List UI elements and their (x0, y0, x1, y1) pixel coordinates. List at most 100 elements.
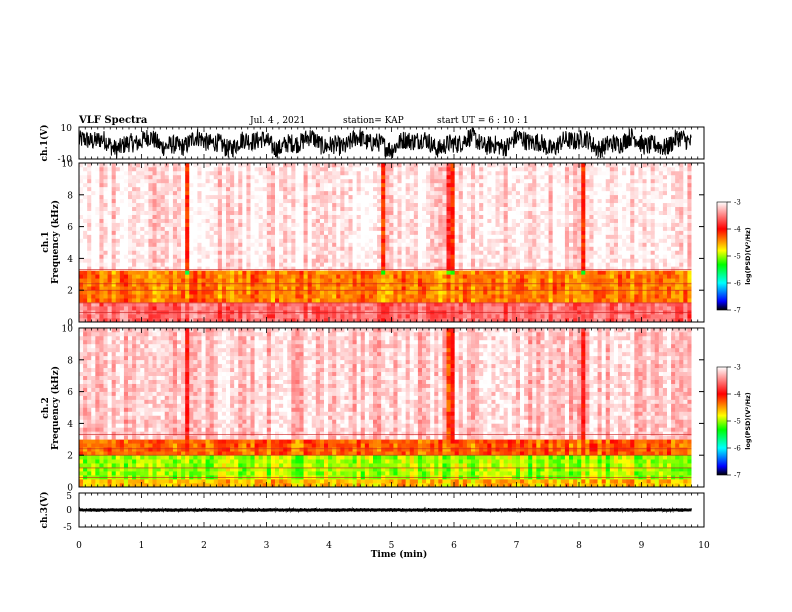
spectrogram-cell (315, 306, 321, 311)
spectrogram-cell (581, 186, 586, 192)
spectrogram-cell (377, 246, 382, 251)
spectrogram-cell (283, 186, 288, 192)
spectrogram-cell (95, 182, 100, 188)
spectrogram-cell (156, 198, 161, 204)
spectrogram-cell (368, 230, 374, 235)
spectrogram-cell (246, 186, 251, 192)
spectrogram-cell (213, 242, 219, 247)
spectrogram-cell (377, 210, 382, 215)
spectrogram-cell (564, 190, 570, 196)
spectrogram-cell (262, 250, 268, 255)
spectrogram-cell (205, 190, 210, 196)
spectrogram-cell (144, 258, 149, 263)
spectrogram-cell (99, 318, 104, 323)
spectrogram-cell (479, 290, 484, 295)
spectrogram-cell (226, 186, 231, 192)
spectrogram-cell (307, 230, 313, 235)
spectrogram-cell (193, 202, 198, 208)
spectrogram-cell (234, 226, 239, 231)
spectrogram-cell (495, 294, 500, 299)
spectrogram-cell (352, 170, 357, 176)
spectrogram-cell (217, 163, 223, 168)
spectrogram-cell (532, 246, 537, 251)
spectrogram-cell (368, 198, 374, 204)
spectrogram-cell (258, 290, 264, 295)
spectrogram-cell (462, 278, 468, 283)
spectrogram-cell (168, 166, 174, 172)
spectrogram-cell (381, 234, 386, 239)
spectrogram-cell (226, 194, 231, 200)
spectrogram-cell (556, 302, 562, 307)
spectrogram-cell (221, 282, 227, 287)
spectrogram-cell (123, 234, 129, 239)
spectrogram-cell (426, 290, 431, 295)
spectrogram-cell (115, 222, 121, 227)
spectrogram-cell (524, 234, 529, 239)
spectrogram-cell (356, 238, 362, 243)
spectrogram-cell (270, 278, 276, 283)
spectrogram-cell (262, 302, 268, 307)
spectrogram-cell (205, 230, 210, 235)
spectrogram-cell (115, 314, 121, 319)
spectrogram-cell (315, 190, 321, 196)
spectrogram-cell (344, 270, 349, 275)
spectrogram-cell (115, 174, 121, 180)
spectrogram-cell (319, 214, 325, 219)
spectrogram-cell (291, 262, 296, 267)
spectrogram-cell (275, 258, 280, 263)
spectrogram-cell (193, 170, 198, 176)
spectrogram-cell (181, 238, 186, 243)
spectrogram-cell (103, 222, 108, 227)
spectrogram-cell (266, 210, 272, 215)
spectrogram-cell (442, 198, 447, 204)
spectrogram-cell (128, 278, 133, 283)
spectrogram-cell (532, 170, 537, 176)
spectrogram-cell (458, 166, 464, 172)
spectrogram-cell (548, 318, 553, 323)
spectrogram-cell (422, 294, 427, 299)
spectrogram-cell (103, 202, 108, 208)
spectrogram-cell (177, 270, 182, 275)
spectrogram-cell (503, 163, 509, 168)
spectrogram-cell (87, 238, 92, 243)
spectrogram-cell (107, 238, 112, 243)
spectrogram-cell (540, 294, 545, 299)
spectrogram-cell (160, 314, 166, 319)
spectrogram-cell (397, 254, 402, 259)
spectrogram-cell (189, 222, 194, 227)
spectrogram-cell (405, 290, 411, 295)
spectrogram-cell (132, 258, 137, 263)
spectrogram-cell (340, 198, 345, 204)
spectrogram-cell (205, 178, 210, 184)
spectrogram-cell (462, 174, 468, 180)
spectrogram-cell (115, 278, 121, 283)
spectrogram-cell (438, 238, 443, 243)
spectrogram-cell (226, 222, 231, 227)
spectrogram-cell (368, 274, 374, 279)
spectrogram-cell (311, 226, 317, 231)
spectrogram-cell (446, 170, 451, 176)
spectrogram-cell (560, 178, 566, 184)
spectrogram-cell (577, 186, 582, 192)
spectrogram-cell (368, 278, 374, 283)
spectrogram-cell (254, 210, 259, 215)
spectrogram-cell (368, 298, 374, 303)
spectrogram-cell (360, 246, 366, 251)
spectrogram-cell (111, 178, 117, 184)
spectrogram-cell (156, 214, 161, 219)
spectrogram-cell (275, 266, 280, 271)
spectrogram-cell (217, 190, 223, 196)
spectrogram-cell (226, 242, 231, 247)
spectrogram-cell (83, 278, 88, 283)
spectrogram-cell (160, 163, 166, 168)
spectrogram-cell (364, 246, 370, 251)
spectrogram-cell (160, 306, 166, 311)
spectrogram-cell (99, 302, 104, 307)
spectrogram-cell (307, 282, 313, 287)
spectrogram-cell (426, 194, 431, 200)
spectrogram-cell (422, 214, 427, 219)
spectrogram-cell (328, 282, 333, 287)
spectrogram-cell (136, 186, 141, 192)
spectrogram-cell (299, 294, 304, 299)
spectrogram-cell (479, 174, 484, 180)
